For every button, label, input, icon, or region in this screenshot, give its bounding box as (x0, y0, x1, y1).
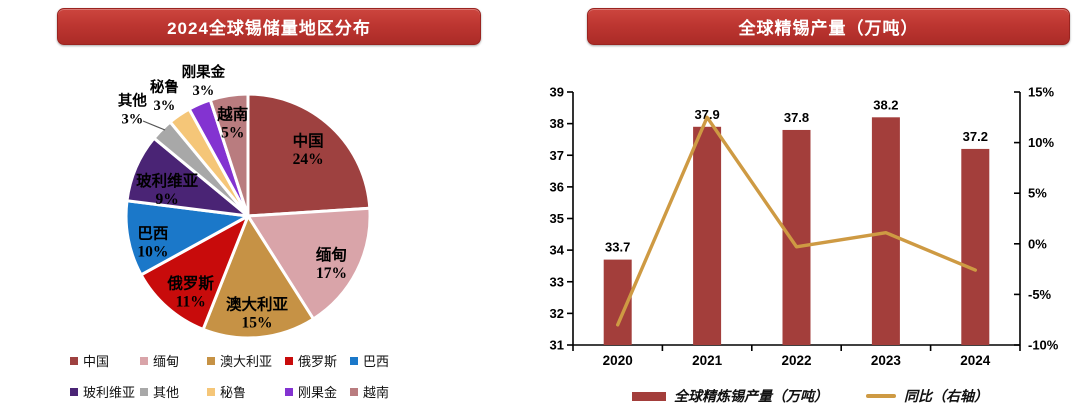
pie-legend-item-1: 缅甸 (140, 351, 207, 370)
pie-legend-item-7: 秘鲁 (207, 382, 285, 401)
production-legend: 全球精炼锡产量（万吨） 同比（右轴） (540, 384, 1080, 408)
pie-legend-item-6: 其他 (140, 382, 207, 401)
pie-legend-label-7: 秘鲁 (220, 385, 247, 400)
production-bar-2022 (782, 129, 811, 345)
x-axis-category-label: 2024 (960, 353, 991, 368)
pie-legend-swatch-0 (70, 356, 78, 365)
pie-slice-label-0: 中国 24% (293, 131, 324, 168)
pie-slice-label-3: 俄罗斯 11% (166, 274, 214, 311)
pie-legend-swatch-7 (207, 387, 215, 396)
pie-legend-label-1: 缅甸 (153, 354, 180, 369)
pie-slice-label-4: 巴西 10% (137, 224, 168, 260)
x-axis-category-label: 2023 (871, 353, 902, 368)
production-legend-item-0: 全球精炼锡产量（万吨） (632, 386, 828, 406)
left-axis-tick-label: 34 (550, 243, 565, 258)
pie-slice-label-9: 越南 5% (216, 105, 248, 142)
pie-legend-item-9: 越南 (350, 382, 402, 401)
pie-legend-label-9: 越南 (363, 385, 390, 400)
pie-legend-label-0: 中国 (83, 354, 110, 369)
bar-legend-swatch (632, 391, 666, 401)
production-chart: 31 32 33 34 35 36 37 38 39 -10% -5% 0% 5% 10% 15% 2020 2… (550, 85, 1059, 369)
production-legend-label-0: 全球精炼锡产量（万吨） (674, 390, 828, 405)
pie-legend-swatch-8 (285, 387, 293, 396)
pie-legend: 中国 缅甸 澳大利亚 俄罗斯 巴西玻利维亚 其他 秘鲁 刚果金 越南 (70, 351, 402, 401)
pie-slice-label-6: 其他 3% (118, 91, 147, 127)
pie-slice-0 (246, 92, 372, 218)
pie-legend-swatch-9 (350, 387, 358, 396)
pie-legend-swatch-1 (140, 356, 148, 365)
x-axis-category-label: 2020 (603, 353, 633, 368)
pie-legend-label-4: 巴西 (363, 354, 390, 369)
pie-slice-9 (208, 92, 250, 218)
left-axis-tick-label: 35 (550, 211, 564, 226)
right-axis-tick-label: -10% (1028, 338, 1059, 353)
production-chart-title-banner: 全球精锡产量（万吨） (587, 8, 1070, 45)
production-legend-item-1: 同比（右轴） (866, 386, 988, 406)
pie-legend-label-8: 刚果金 (298, 385, 338, 400)
pie-legend-item-3: 俄罗斯 (285, 351, 350, 370)
pie-legend-swatch-3 (285, 356, 293, 365)
production-bar-2021 (693, 126, 722, 345)
right-axis-tick-label: 5% (1028, 186, 1047, 201)
pie-legend-label-3: 俄罗斯 (298, 354, 338, 369)
bar-value-label: 37.8 (784, 110, 809, 125)
pie-legend-item-5: 玻利维亚 (70, 382, 140, 401)
production-legend-label-1: 同比（右轴） (904, 390, 988, 405)
pie-slice-2 (201, 214, 315, 340)
pie-slice-label-2: 澳大利亚 15% (226, 295, 289, 332)
pie-legend-swatch-4 (350, 356, 358, 365)
line-legend-swatch (866, 394, 896, 398)
right-axis-tick-label: 15% (1028, 85, 1054, 100)
pie-slice-1 (246, 206, 372, 321)
pie-legend-item-4: 巴西 (350, 351, 402, 370)
bar-value-label: 38.2 (873, 97, 898, 112)
x-axis-category-label: 2022 (781, 353, 811, 368)
pie-chart-title-banner: 2024全球锡储量地区分布 (57, 8, 481, 45)
pie-legend-item-2: 澳大利亚 (207, 351, 285, 370)
bar-value-label: 37.9 (694, 107, 719, 122)
pie-legend-label-6: 其他 (153, 385, 180, 400)
left-axis-tick-label: 33 (550, 274, 564, 289)
left-axis-tick-label: 32 (550, 306, 564, 321)
right-axis-tick-label: 10% (1028, 135, 1054, 150)
pie-slice-3 (139, 214, 250, 331)
x-axis-category-label: 2021 (692, 353, 723, 368)
yoy-line (616, 115, 977, 327)
left-axis-tick-label: 37 (550, 148, 564, 163)
left-axis-tick-label: 38 (550, 116, 564, 131)
left-axis-tick-label: 31 (550, 338, 564, 353)
bar-value-label: 33.7 (605, 240, 630, 255)
pie-chart: 中国 24% 缅甸 17% 澳大利亚 15% 俄罗斯 11% 巴西 10% 玻利维亚 9% 其他 3%秘鲁… (118, 63, 372, 340)
pie-slice-label-5: 玻利维亚 9% (136, 171, 199, 208)
right-axis-tick-label: -5% (1028, 287, 1052, 302)
production-chart-title: 全球精锡产量（万吨） (738, 19, 919, 38)
right-axis-tick-label: 0% (1028, 236, 1047, 251)
pie-legend-item-0: 中国 (70, 351, 140, 370)
pie-legend-swatch-5 (70, 387, 78, 396)
pie-legend-item-8: 刚果金 (285, 382, 350, 401)
bar-value-label: 37.2 (963, 129, 988, 144)
left-axis-tick-label: 36 (550, 179, 564, 194)
pie-slice-label-8: 刚果金 3% (182, 63, 226, 99)
pie-legend-swatch-2 (207, 356, 215, 365)
pie-leader-line (142, 120, 166, 131)
pie-slice-label-1: 缅甸 17% (316, 245, 347, 282)
left-axis-tick-label: 39 (550, 85, 564, 100)
pie-chart-title: 2024全球锡储量地区分布 (167, 19, 371, 38)
pie-legend-label-5: 玻利维亚 (83, 385, 136, 400)
pie-legend-label-2: 澳大利亚 (220, 354, 273, 369)
production-bar-2024 (961, 148, 990, 345)
pie-legend-swatch-6 (140, 387, 148, 396)
pie-slice-label-7: 秘鲁 3% (150, 78, 179, 114)
